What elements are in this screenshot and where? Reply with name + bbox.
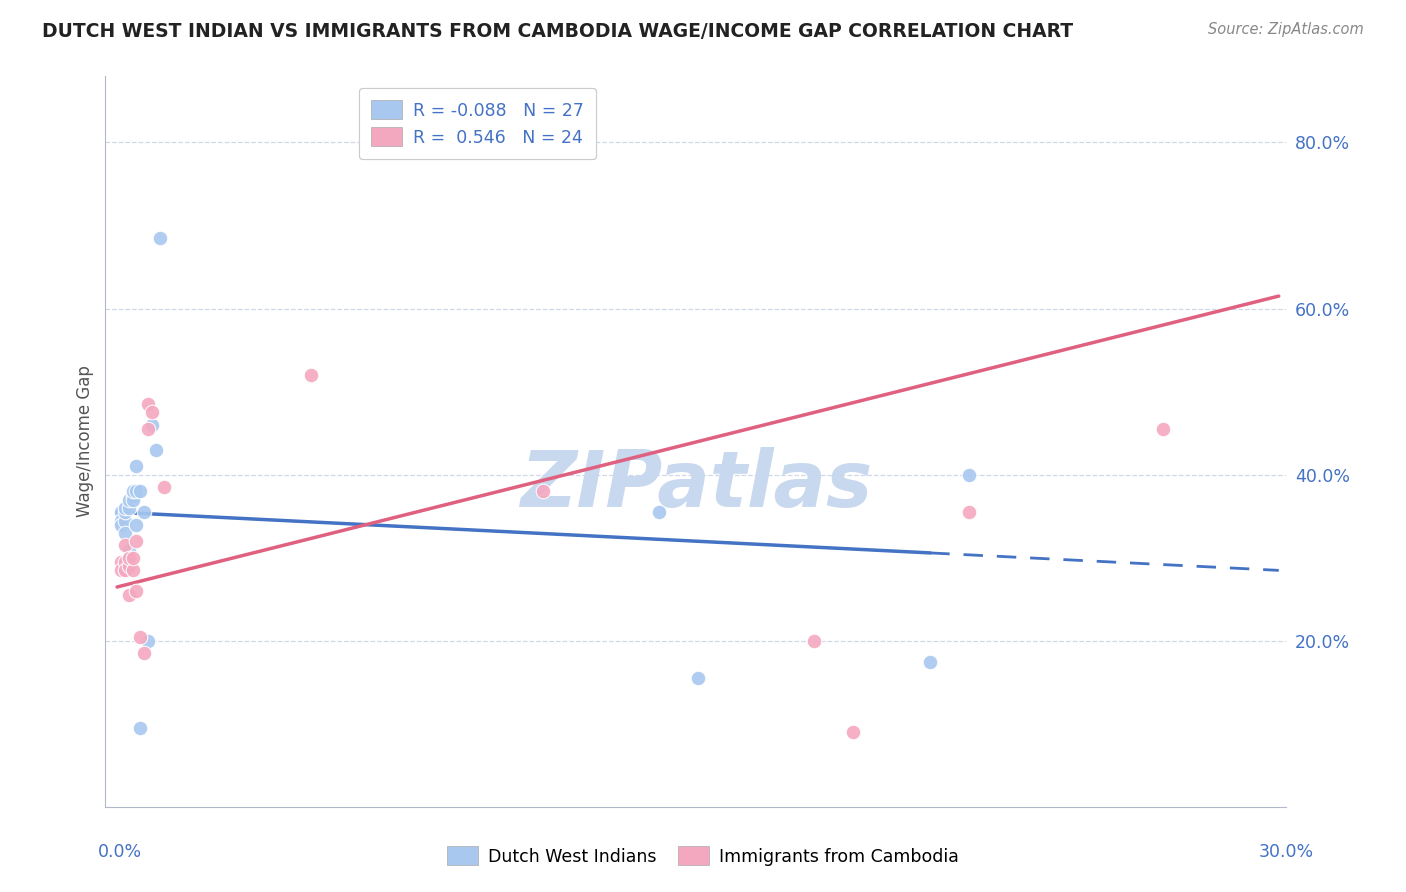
- Point: [114, 538, 136, 552]
- Text: 0.0%: 0.0%: [97, 843, 142, 861]
- Point: [531, 484, 554, 499]
- Point: [118, 492, 141, 507]
- Point: [136, 634, 159, 648]
- Point: [129, 721, 152, 735]
- Point: [648, 505, 671, 519]
- Point: [114, 563, 136, 577]
- Point: [134, 647, 156, 661]
- Point: [110, 563, 132, 577]
- Legend: R = -0.088   N = 27, R =  0.546   N = 24: R = -0.088 N = 27, R = 0.546 N = 24: [359, 88, 596, 159]
- Point: [145, 442, 167, 457]
- Point: [114, 555, 136, 569]
- Point: [920, 655, 942, 669]
- Point: [136, 422, 159, 436]
- Point: [110, 517, 132, 532]
- Point: [125, 534, 148, 549]
- Point: [1152, 422, 1174, 436]
- Legend: Dutch West Indians, Immigrants from Cambodia: Dutch West Indians, Immigrants from Camb…: [439, 838, 967, 874]
- Point: [803, 634, 825, 648]
- Point: [110, 555, 132, 569]
- Point: [118, 559, 141, 574]
- Point: [152, 480, 174, 494]
- Point: [114, 501, 136, 516]
- Point: [114, 525, 136, 540]
- Point: [114, 505, 136, 519]
- Point: [957, 467, 980, 482]
- Point: [141, 417, 163, 432]
- Point: [110, 505, 132, 519]
- Point: [118, 501, 141, 516]
- Point: [118, 588, 141, 602]
- Text: DUTCH WEST INDIAN VS IMMIGRANTS FROM CAMBODIA WAGE/INCOME GAP CORRELATION CHART: DUTCH WEST INDIAN VS IMMIGRANTS FROM CAM…: [42, 22, 1073, 41]
- Point: [121, 563, 143, 577]
- Point: [686, 672, 709, 686]
- Point: [129, 484, 152, 499]
- Y-axis label: Wage/Income Gap: Wage/Income Gap: [76, 366, 94, 517]
- Point: [114, 514, 136, 528]
- Point: [121, 550, 143, 565]
- Text: ZIPatlas: ZIPatlas: [520, 448, 872, 524]
- Point: [125, 459, 148, 474]
- Point: [136, 397, 159, 411]
- Point: [110, 514, 132, 528]
- Point: [121, 484, 143, 499]
- Point: [125, 517, 148, 532]
- Point: [957, 505, 980, 519]
- Point: [141, 405, 163, 419]
- Point: [118, 550, 141, 565]
- Point: [134, 505, 156, 519]
- Point: [118, 542, 141, 557]
- Point: [842, 725, 865, 739]
- Point: [129, 630, 152, 644]
- Point: [299, 368, 322, 382]
- Point: [149, 231, 172, 245]
- Text: 30.0%: 30.0%: [1258, 843, 1315, 861]
- Point: [125, 484, 148, 499]
- Point: [121, 492, 143, 507]
- Point: [125, 584, 148, 599]
- Text: Source: ZipAtlas.com: Source: ZipAtlas.com: [1208, 22, 1364, 37]
- Point: [121, 489, 143, 503]
